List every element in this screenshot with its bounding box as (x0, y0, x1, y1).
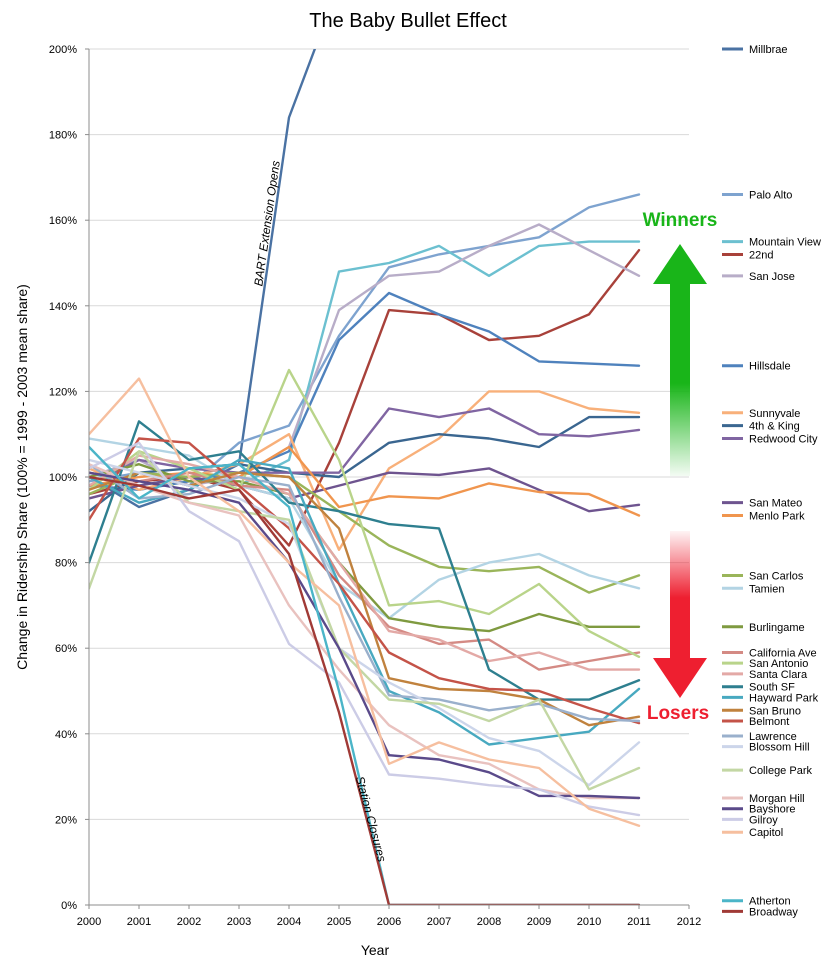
series-line-gilroy (89, 441, 641, 817)
x-tick-label: 2009 (527, 916, 551, 928)
legend-label-atherton: Atherton (749, 896, 791, 908)
legend-label-san-antonio: San Antonio (749, 658, 808, 670)
legend-label-gilroy: Gilroy (749, 814, 778, 826)
series-line-burlingame (89, 463, 641, 633)
legend-label-capitol: Capitol (749, 827, 783, 839)
x-tick-label: 2003 (227, 916, 251, 928)
y-axis-label: Change in Ridership Share (100% = 1999 -… (14, 284, 30, 670)
x-tick-label: 2012 (677, 916, 701, 928)
legend-label-san-carlos: San Carlos (749, 570, 804, 582)
series-line-morgan-hill (89, 463, 641, 800)
series-lines (89, 49, 641, 905)
legend-label-san-jose: San Jose (749, 271, 795, 283)
y-tick-label: 200% (49, 44, 77, 56)
legend-label-hayward-park: Hayward Park (749, 692, 819, 704)
series-line-hayward-park (89, 458, 641, 746)
y-tick-label: 140% (49, 301, 77, 313)
series-line-belmont (89, 437, 641, 725)
x-tick-label: 2004 (277, 916, 301, 928)
x-tick-label: 2005 (327, 916, 351, 928)
legend-label-california-ave: California Ave (749, 647, 817, 659)
legend-label-bayshore: Bayshore (749, 804, 795, 816)
legend-label-mountain-view: Mountain View (749, 237, 821, 249)
x-tick-labels: 2000 2001 2002 2003 2004 2005 2006 2007 2008 2009… (77, 916, 701, 928)
winners-arrow (653, 244, 707, 476)
x-tick-label: 2000 (77, 916, 101, 928)
x-tick-label: 2010 (577, 916, 601, 928)
losers-arrow (653, 531, 707, 698)
x-tick-label: 2011 (627, 916, 651, 928)
series-line-bayshore (89, 471, 641, 800)
legend-label-sunnyvale: Sunnyvale (749, 408, 800, 420)
losers-label: Losers (647, 703, 709, 724)
legend-label-san-bruno: San Bruno (749, 705, 801, 717)
legend-label-lawrence: Lawrence (749, 731, 797, 743)
y-tick-label: 0% (61, 900, 77, 912)
legend-label-4th-king: 4th & King (749, 421, 800, 433)
series-line-broadway (89, 475, 641, 905)
legend-label-blossom-hill: Blossom Hill (749, 742, 810, 754)
legend-label-morgan-hill: Morgan Hill (749, 793, 805, 805)
x-tick-label: 2006 (377, 916, 401, 928)
legend-label-college-park: College Park (749, 765, 812, 777)
x-tick-label: 2007 (427, 916, 451, 928)
legend-label-hillsdale: Hillsdale (749, 361, 791, 373)
series-line-san-antonio (89, 368, 641, 658)
chart-title: The Baby Bullet Effect (309, 10, 507, 32)
series-line-atherton (89, 445, 641, 905)
y-tick-label: 180% (49, 130, 77, 142)
series-line-south-sf (89, 420, 641, 701)
legend-label-redwood-city: Redwood City (749, 433, 818, 445)
y-tick-label: 20% (55, 814, 77, 826)
x-axis-label: Year (361, 942, 390, 958)
series-line-mountain-view (89, 240, 641, 487)
series-line-4th-king (89, 415, 641, 513)
legend-label-millbrae: Millbrae (749, 44, 788, 56)
gridlines (85, 48, 690, 909)
y-tick-label: 100% (49, 472, 77, 484)
legend-label-tamien: Tamien (749, 583, 784, 595)
legend-label-palo-alto: Palo Alto (749, 190, 792, 202)
y-tick-label: 80% (55, 558, 77, 570)
legend-label-burlingame: Burlingame (749, 622, 805, 634)
winners-label: Winners (643, 210, 718, 231)
y-tick-label: 120% (49, 386, 77, 398)
annotation-bart: BART Extension Opens (251, 160, 282, 287)
legend-label-belmont: Belmont (749, 716, 789, 728)
legend-label-san-mateo: San Mateo (749, 498, 802, 510)
series-line-millbrae (89, 49, 317, 509)
y-tick-label: 60% (55, 643, 77, 655)
y-tick-label: 40% (55, 729, 77, 741)
y-tick-label: 160% (49, 215, 77, 227)
legend-label-santa-clara: Santa Clara (749, 669, 808, 681)
x-tick-label: 2001 (127, 916, 151, 928)
series-line-college-park (89, 450, 641, 791)
legend-label-south-sf: South SF (749, 682, 795, 694)
y-tick-labels: 0% 20% 40% 60% 80% 100% 120% 140% 160% 180% 200% (49, 44, 77, 912)
series-line-san-carlos (89, 471, 641, 594)
legend-label-broadway: Broadway (749, 906, 798, 918)
x-tick-label: 2008 (477, 916, 501, 928)
legend-label-menlo-park: Menlo Park (749, 511, 805, 523)
series-line-san-jose (89, 223, 641, 487)
series-line-blossom-hill (89, 458, 641, 787)
legend-label-22nd: 22nd (749, 249, 773, 261)
series-line-redwood-city (89, 407, 641, 487)
x-tick-label: 2002 (177, 916, 201, 928)
series-line-capitol (89, 377, 641, 827)
